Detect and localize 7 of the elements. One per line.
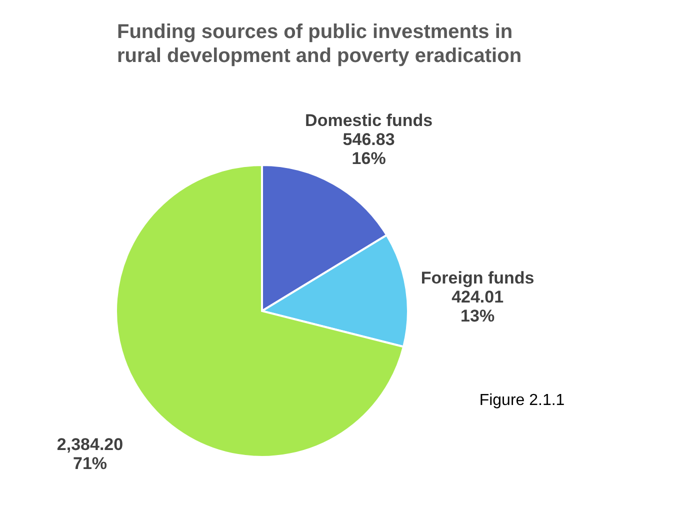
slice-label: Foreign funds <box>420 268 534 288</box>
data-label: 424.01 13% <box>452 287 504 326</box>
data-label: 2,384.20 71% <box>56 434 124 473</box>
slice-label: Domestic funds <box>305 110 433 130</box>
caption: Figure 2.1.1 <box>479 392 565 409</box>
chart-title: Funding sources of public investments in rural development and poverty eradication <box>117 21 522 67</box>
data-label: 546.83 16% <box>342 130 395 168</box>
